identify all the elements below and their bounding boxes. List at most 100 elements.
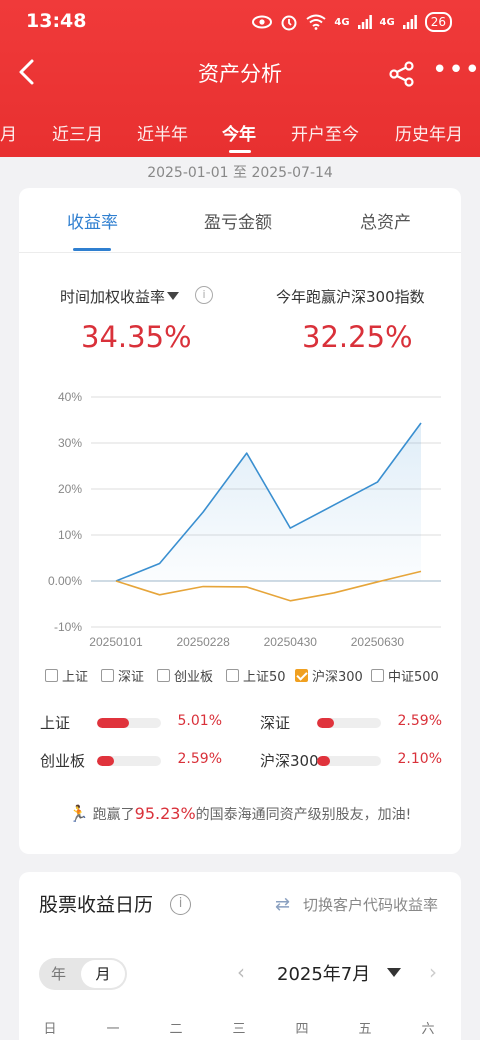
weekday: 六 <box>421 1022 435 1037</box>
signal-bars-icon <box>357 15 372 29</box>
index-bar-fill <box>317 718 334 728</box>
chevron-left-icon[interactable]: ‹ <box>237 960 245 984</box>
signal-icon: 4G <box>334 16 350 28</box>
y-tick-label: -10% <box>54 620 82 634</box>
battery-icon: 26 <box>424 12 452 32</box>
page-title: 资产分析 <box>198 62 282 86</box>
legend-zz500[interactable]: 中证500 <box>371 666 439 685</box>
toggle-year[interactable]: 年 <box>51 965 67 983</box>
beat-index-value: 32.25% <box>302 320 413 354</box>
checkbox[interactable] <box>371 669 384 682</box>
y-tick-label: 20% <box>58 482 82 496</box>
caret-down-icon <box>167 292 180 300</box>
period-tabs: 月 近三月 近半年 今年 开户至今 历史年月 <box>0 108 480 156</box>
beat-peers-message: 🏃 跑赢了95.23%的国泰海通同资产级别股友，加油! <box>68 804 412 823</box>
metric-tab-indicator <box>73 248 111 251</box>
tab-this-year[interactable]: 今年 <box>222 125 256 145</box>
tab-return-rate[interactable]: 收益率 <box>67 213 118 233</box>
weekday: 日 <box>43 1022 57 1037</box>
y-tick-label: 0.00% <box>48 574 82 588</box>
legend-chuangyeban[interactable]: 创业板 <box>157 666 213 685</box>
switch-code-return-link[interactable]: 切换客户代码收益率 <box>303 896 439 914</box>
tab-three-months[interactable]: 近三月 <box>52 125 103 145</box>
index-bar <box>317 756 381 766</box>
y-tick-label: 30% <box>58 436 82 450</box>
x-tick-label: 20250430 <box>264 635 318 649</box>
return-chart: 40% 30% 20% 10% 0.00% -10% 20250101 20250228 202… <box>48 390 441 649</box>
year-month-toggle[interactable]: 年 月 <box>39 958 127 990</box>
active-tab-indicator <box>229 150 251 153</box>
info-icon[interactable]: i <box>170 894 191 915</box>
legend-hs300[interactable]: 沪深300 <box>295 666 363 685</box>
checkbox[interactable] <box>226 669 239 682</box>
index-label: 沪深300 <box>260 752 319 770</box>
calendar-month[interactable]: 2025年7月 <box>277 964 371 985</box>
y-tick-label: 40% <box>58 390 82 404</box>
tab-half-year[interactable]: 近半年 <box>137 125 188 145</box>
index-value: 2.59% <box>177 751 222 767</box>
series-line-portfolio <box>115 422 422 582</box>
index-value: 2.59% <box>397 713 442 729</box>
y-tick-label: 10% <box>58 528 82 542</box>
index-label: 深证 <box>260 714 291 732</box>
return-type-label: 时间加权收益率 <box>60 288 166 306</box>
date-range: 2025-01-01 至 2025-07-14 <box>147 165 333 181</box>
index-legend: 上证 深证 创业板 上证50 沪深300 中证500 <box>45 666 455 686</box>
wifi-icon <box>306 14 326 30</box>
return-value: 34.35% <box>81 320 192 354</box>
calendar-title: 股票收益日历 <box>39 894 154 916</box>
x-tick-label: 20250228 <box>176 635 230 649</box>
checkbox-checked[interactable] <box>295 669 308 682</box>
back-icon[interactable] <box>16 58 40 86</box>
more-icon[interactable]: ••• <box>432 55 480 85</box>
checkbox[interactable] <box>45 669 58 682</box>
tab-since-open[interactable]: 开户至今 <box>291 125 359 145</box>
index-value: 5.01% <box>177 713 222 729</box>
legend-sz50[interactable]: 上证50 <box>226 666 286 685</box>
index-bar-fill <box>97 718 129 728</box>
index-bar-fill <box>317 756 331 766</box>
divider <box>19 252 461 253</box>
weekday: 一 <box>106 1022 120 1037</box>
status-bar: 13:48 4G 4G 26 <box>0 0 480 44</box>
index-value: 2.10% <box>397 751 442 767</box>
header: 13:48 4G 4G 26 资产分析 ••• 月 近三月 近半年 今年 开户至… <box>0 0 480 157</box>
toggle-month[interactable]: 月 <box>81 960 125 988</box>
checkbox[interactable] <box>157 669 170 682</box>
share-icon[interactable] <box>388 60 416 88</box>
tab-total-assets[interactable]: 总资产 <box>360 213 411 233</box>
checkbox[interactable] <box>101 669 114 682</box>
x-tick-label: 20250630 <box>351 635 405 649</box>
weekday: 四 <box>295 1022 309 1037</box>
signal-bars-icon-2 <box>402 15 417 29</box>
alarm-icon <box>281 15 297 31</box>
weekday: 三 <box>232 1022 246 1037</box>
index-bar-fill <box>97 756 114 766</box>
weekday: 二 <box>169 1022 183 1037</box>
tab-profit-amount[interactable]: 盈亏金额 <box>204 213 272 233</box>
beat-index-label: 今年跑赢沪深300指数 <box>276 288 425 306</box>
signal-icon-2: 4G <box>379 16 395 28</box>
x-tick-label: 20250101 <box>89 635 143 649</box>
calendar-card: 股票收益日历 i ⇄ 切换客户代码收益率 年 月 ‹ 2025年7月 › 日 一… <box>19 872 461 1040</box>
caret-down-icon[interactable] <box>387 968 401 977</box>
legend-shangzheng[interactable]: 上证 <box>45 666 88 685</box>
info-icon[interactable]: i <box>195 286 213 304</box>
status-time: 13:48 <box>26 10 87 32</box>
legend-shenzheng[interactable]: 深证 <box>101 666 144 685</box>
returns-card: 收益率 盈亏金额 总资产 时间加权收益率 i 今年跑赢沪深300指数 34.35… <box>19 188 461 854</box>
eye-icon <box>252 15 273 29</box>
running-man-icon: 🏃 <box>68 804 89 823</box>
navbar: 资产分析 ••• <box>0 44 480 100</box>
tab-history[interactable]: 历史年月 <box>395 125 463 145</box>
switch-icon[interactable]: ⇄ <box>275 894 291 915</box>
index-bar <box>97 718 161 728</box>
tab-month[interactable]: 月 <box>0 125 17 145</box>
chevron-right-icon[interactable]: › <box>429 960 437 984</box>
index-bar <box>97 756 161 766</box>
index-label: 上证 <box>40 714 71 732</box>
series-area <box>116 422 421 581</box>
status-icons: 4G 4G 26 <box>252 12 452 32</box>
return-type-dropdown[interactable]: 时间加权收益率 <box>60 286 180 307</box>
series-line-index <box>115 570 422 602</box>
